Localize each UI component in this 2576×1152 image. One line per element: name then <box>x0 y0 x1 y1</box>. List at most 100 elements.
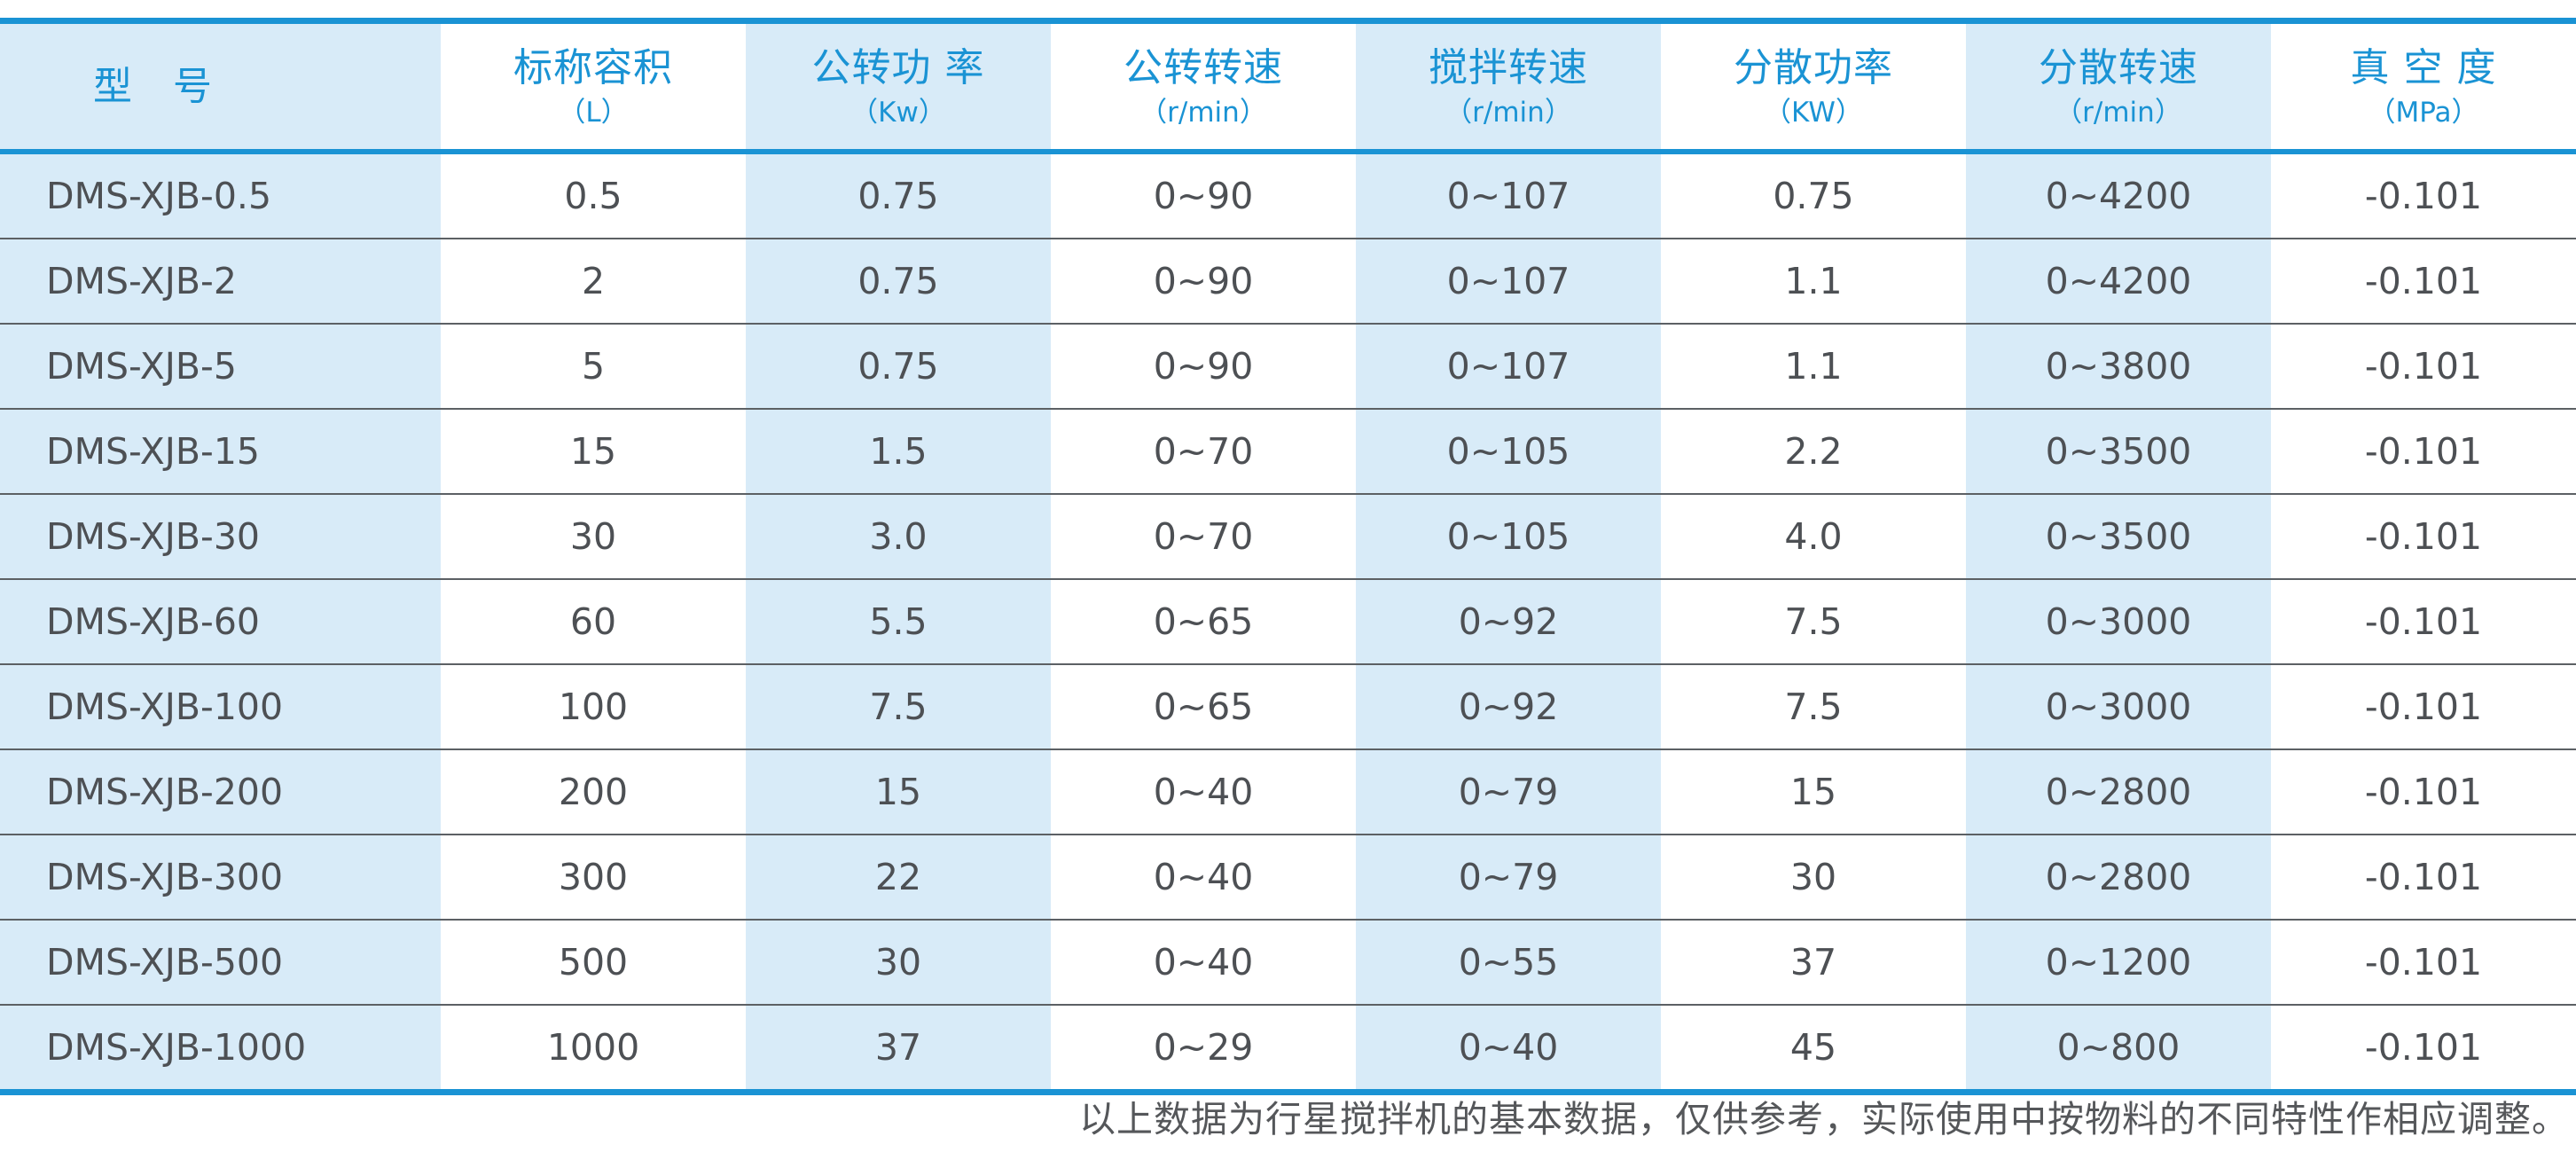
value-cell: 7.5 <box>1784 686 1843 728</box>
header-unit: （Kw） <box>850 96 946 129</box>
value-cell: 0~3500 <box>1966 495 2271 578</box>
value-cell: 60 <box>569 600 617 643</box>
table-row: DMS-XJB-0.5 0.5 0.75 0~90 0~107 0.75 0~4200 -0.… <box>0 154 2576 238</box>
value-cell: 22 <box>746 835 1051 919</box>
value-cell: 0~800 <box>1966 1006 2271 1089</box>
value-cell: 0~2800 <box>1966 750 2271 834</box>
header-unit: （MPa） <box>2368 96 2479 129</box>
value-cell: -0.101 <box>2364 1026 2483 1069</box>
header-title: 真 空 度 <box>2350 44 2497 90</box>
model-cell: DMS-XJB-60 <box>0 580 441 663</box>
value-cell: 300 <box>558 856 629 898</box>
table-body: DMS-XJB-0.5 0.5 0.75 0~90 0~107 0.75 0~4200 -0.… <box>0 154 2576 1089</box>
table-row: DMS-XJB-1000 1000 37 0~29 0~40 45 0~800 -0.101 <box>0 1004 2576 1089</box>
value-cell: 0~90 <box>1153 175 1254 217</box>
header-dispersion-power: 分散功率 （KW） <box>1661 24 1966 149</box>
spec-table: 型 号 标称容积 （L） 公转功 率 （Kw） 公转转速 （r/min） 搅拌转… <box>0 18 2576 1095</box>
value-cell: 15 <box>1789 771 1837 813</box>
header-nominal-volume: 标称容积 （L） <box>441 24 746 149</box>
value-cell: 45 <box>1789 1026 1837 1069</box>
table-header-row: 型 号 标称容积 （L） 公转功 率 （Kw） 公转转速 （r/min） 搅拌转… <box>0 24 2576 154</box>
value-cell: 7.5 <box>1784 600 1843 643</box>
value-cell: 0.75 <box>746 325 1051 408</box>
value-cell: 37 <box>746 1006 1051 1089</box>
table-row: DMS-XJB-2 2 0.75 0~90 0~107 1.1 0~4200 -0.101 <box>0 238 2576 323</box>
value-cell: 15 <box>569 430 617 473</box>
value-cell: -0.101 <box>2364 941 2483 984</box>
value-cell: -0.101 <box>2364 856 2483 898</box>
value-cell: -0.101 <box>2364 260 2483 302</box>
table-row: DMS-XJB-60 60 5.5 0~65 0~92 7.5 0~3000 -0.101 <box>0 578 2576 663</box>
value-cell: -0.101 <box>2364 515 2483 558</box>
value-cell: 0~70 <box>1153 515 1254 558</box>
value-cell: 0~40 <box>1153 941 1254 984</box>
value-cell: 1.5 <box>746 410 1051 493</box>
value-cell: 0~40 <box>1153 856 1254 898</box>
value-cell: 0~92 <box>1356 665 1661 748</box>
table-row: DMS-XJB-300 300 22 0~40 0~79 30 0~2800 -0.101 <box>0 834 2576 919</box>
header-title: 型 号 <box>93 64 213 109</box>
value-cell: 0~4200 <box>1966 154 2271 238</box>
value-cell: 1000 <box>546 1026 640 1069</box>
value-cell: 0~90 <box>1153 345 1254 388</box>
value-cell: 0~40 <box>1356 1006 1661 1089</box>
header-title: 公转功 率 <box>811 44 985 90</box>
value-cell: 30 <box>569 515 617 558</box>
value-cell: 30 <box>746 921 1051 1004</box>
value-cell: 0~79 <box>1356 835 1661 919</box>
model-cell: DMS-XJB-300 <box>0 835 441 919</box>
model-cell: DMS-XJB-100 <box>0 665 441 748</box>
value-cell: 0~107 <box>1356 239 1661 323</box>
value-cell: 0~55 <box>1356 921 1661 1004</box>
value-cell: 4.0 <box>1784 515 1843 558</box>
value-cell: -0.101 <box>2364 686 2483 728</box>
value-cell: 0.75 <box>1773 175 1854 217</box>
value-cell: 2.2 <box>1784 430 1843 473</box>
value-cell: -0.101 <box>2364 600 2483 643</box>
value-cell: 0~107 <box>1356 325 1661 408</box>
value-cell: -0.101 <box>2364 430 2483 473</box>
header-title: 公转转速 <box>1124 44 1283 90</box>
value-cell: 3.0 <box>746 495 1051 578</box>
value-cell: 0~65 <box>1153 600 1254 643</box>
header-unit: （r/min） <box>1445 96 1572 129</box>
value-cell: 0~40 <box>1153 771 1254 813</box>
header-vacuum-degree: 真 空 度 （MPa） <box>2271 24 2576 149</box>
table-row: DMS-XJB-5 5 0.75 0~90 0~107 1.1 0~3800 -0.101 <box>0 323 2576 408</box>
model-cell: DMS-XJB-200 <box>0 750 441 834</box>
value-cell: 0~105 <box>1356 410 1661 493</box>
header-unit: （KW） <box>1764 96 1863 129</box>
value-cell: 7.5 <box>746 665 1051 748</box>
value-cell: 15 <box>746 750 1051 834</box>
value-cell: 0~1200 <box>1966 921 2271 1004</box>
value-cell: 0~65 <box>1153 686 1254 728</box>
header-title: 搅拌转速 <box>1429 44 1588 90</box>
table-row: DMS-XJB-30 30 3.0 0~70 0~105 4.0 0~3500 -0.101 <box>0 493 2576 578</box>
value-cell: -0.101 <box>2364 771 2483 813</box>
value-cell: 200 <box>558 771 629 813</box>
footnote: 以上数据为行星搅拌机的基本数据，仅供参考，实际使用中按物料的不同特性作相应调整。 <box>1079 1098 2569 1140</box>
header-title: 分散功率 <box>1734 44 1893 90</box>
value-cell: 0~90 <box>1153 260 1254 302</box>
value-cell: 5.5 <box>746 580 1051 663</box>
value-cell: 0~92 <box>1356 580 1661 663</box>
model-cell: DMS-XJB-2 <box>0 239 441 323</box>
model-cell: DMS-XJB-30 <box>0 495 441 578</box>
table-row: DMS-XJB-200 200 15 0~40 0~79 15 0~2800 -0.101 <box>0 748 2576 834</box>
value-cell: 30 <box>1789 856 1837 898</box>
value-cell: 37 <box>1789 941 1837 984</box>
value-cell: 0~29 <box>1153 1026 1254 1069</box>
header-title: 标称容积 <box>513 44 673 90</box>
value-cell: 0~107 <box>1356 154 1661 238</box>
model-cell: DMS-XJB-15 <box>0 410 441 493</box>
header-unit: （r/min） <box>2055 96 2182 129</box>
value-cell: 0~3500 <box>1966 410 2271 493</box>
value-cell: 2 <box>581 260 606 302</box>
value-cell: -0.101 <box>2364 175 2483 217</box>
table-row: DMS-XJB-100 100 7.5 0~65 0~92 7.5 0~3000 -0.101 <box>0 663 2576 748</box>
value-cell: -0.101 <box>2364 345 2483 388</box>
value-cell: 0.75 <box>746 239 1051 323</box>
value-cell: 500 <box>558 941 629 984</box>
value-cell: 0~79 <box>1356 750 1661 834</box>
